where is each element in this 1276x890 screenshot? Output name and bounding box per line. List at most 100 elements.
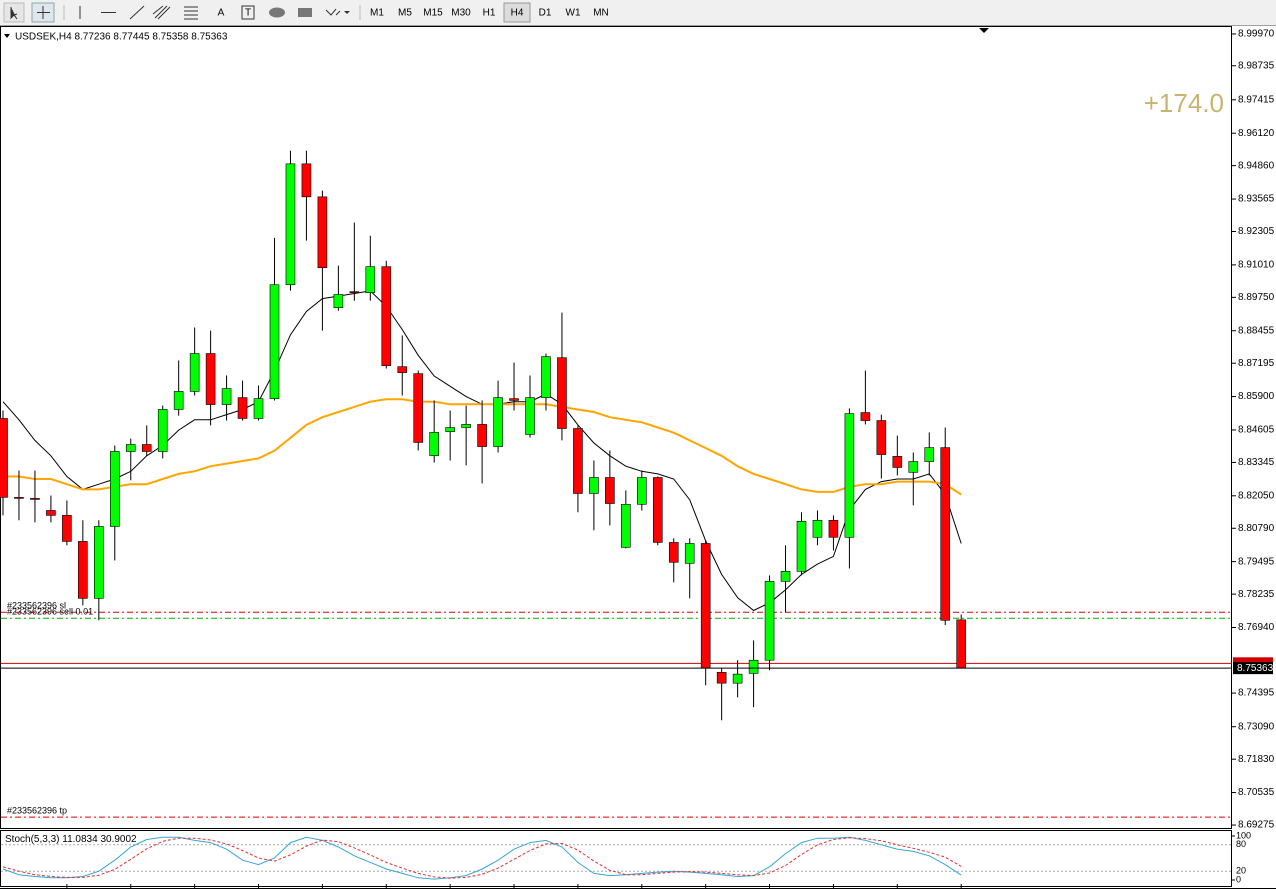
y-tick-label: 8.78235: [1238, 589, 1275, 600]
arrows-tool[interactable]: [325, 8, 341, 16]
rectangle-tool[interactable]: [298, 8, 312, 17]
candle-body: [397, 366, 408, 373]
symbol-dropdown[interactable]: [4, 34, 10, 38]
channel-tool[interactable]: [152, 5, 171, 20]
candle-body: [141, 444, 152, 452]
timeframe-label[interactable]: D1: [539, 8, 552, 19]
candle-body: [605, 477, 615, 504]
candle-body: [157, 409, 168, 452]
candle-body: [349, 291, 360, 294]
indicator-signal: 30.9002: [100, 834, 137, 845]
y-tick-label: 8.70535: [1238, 787, 1275, 798]
low-price: 8.75358: [152, 31, 189, 42]
candle-body: [429, 432, 439, 456]
y-tick-label: 8.71830: [1238, 754, 1275, 765]
candle-body: [301, 163, 312, 198]
candle-body: [652, 477, 663, 543]
candle-body: [796, 521, 807, 572]
indicator-frame: [0, 830, 1232, 887]
candle-body: [205, 353, 216, 405]
y-tick-label: 8.74395: [1238, 688, 1275, 699]
y-tick-label: 8.76940: [1238, 622, 1275, 633]
symbol: USDSEK,H4: [15, 31, 72, 42]
crosshair-icon: [37, 6, 50, 19]
current-price-box: [1233, 662, 1273, 675]
chart-shift-marker[interactable]: [979, 28, 989, 33]
candle-body: [940, 447, 951, 621]
timeframe-label[interactable]: H1: [483, 8, 496, 19]
label-tool[interactable]: [241, 5, 255, 20]
candle-body: [381, 266, 392, 366]
candle-body: [46, 510, 56, 516]
indicator-line: [2, 836, 962, 880]
open-price: 8.77236: [74, 31, 111, 42]
text-tool[interactable]: A: [218, 8, 225, 19]
price-chart-frame: [0, 26, 1232, 829]
candle-body: [333, 294, 344, 308]
cursor-icon: [10, 7, 18, 20]
timeframe-label[interactable]: H4: [511, 8, 524, 19]
candle-body: [589, 477, 599, 494]
candle-body: [748, 659, 759, 674]
timeframe-label[interactable]: M30: [451, 8, 471, 19]
y-tick-label: 8.83345: [1238, 457, 1275, 468]
indicator-tick-label: 20: [1236, 866, 1246, 876]
fibo-tool[interactable]: [184, 6, 198, 20]
candle-body: [14, 497, 24, 499]
y-tick-label: 8.88455: [1238, 325, 1275, 336]
order-level-label: #233562396 tp: [7, 806, 67, 816]
trendline-tool[interactable]: [129, 5, 145, 20]
cursor-tool[interactable]: [3, 2, 25, 23]
indicator-tick-label: 100: [1236, 830, 1251, 840]
profit-label: +174.0: [1144, 88, 1224, 118]
timeframe-label[interactable]: M1: [370, 8, 384, 19]
candle-body: [94, 526, 104, 599]
candle-body: [828, 519, 839, 538]
indicator-header: Stoch(5,3,3) 11.0834 30.9002: [5, 834, 137, 845]
y-tick-label: 8.84605: [1238, 425, 1275, 436]
indicator-tick-label: 0: [1236, 874, 1241, 884]
candle-body: [860, 412, 871, 421]
candle-body: [668, 542, 679, 563]
candle-body: [716, 672, 727, 684]
candle-body: [684, 543, 695, 564]
candle-body: [621, 504, 631, 548]
candle-body: [892, 456, 903, 468]
y-tick-label: 8.82050: [1238, 490, 1275, 501]
y-tick-label: 8.87195: [1238, 358, 1275, 369]
y-tick-label: 8.92305: [1238, 226, 1275, 237]
candle-body: [700, 543, 711, 669]
indicator-name: Stoch(5,3,3): [5, 834, 59, 845]
y-tick-label: 8.93565: [1238, 194, 1275, 205]
candle-body: [636, 477, 647, 505]
timeframe-label[interactable]: M15: [423, 8, 443, 19]
candle-body: [541, 356, 551, 398]
y-tick-label: 8.94860: [1238, 160, 1275, 171]
timeframe-label[interactable]: MN: [593, 8, 609, 19]
dropdown-arrow[interactable]: [344, 11, 350, 14]
candle-body: [908, 461, 919, 473]
timeframe-label[interactable]: M5: [398, 8, 412, 19]
timeframe-button[interactable]: [503, 2, 531, 23]
y-tick-label: 8.91010: [1238, 260, 1275, 271]
candle-body: [125, 444, 136, 452]
order-level-label: #233562396 sl: [7, 601, 66, 611]
candle-body: [493, 397, 503, 447]
y-tick-label: 8.89750: [1238, 292, 1275, 303]
candle-body: [269, 284, 280, 399]
y-tick-label: 8.79495: [1238, 556, 1275, 567]
candle-body: [764, 581, 775, 661]
candle-body: [956, 619, 967, 669]
candle-body: [221, 388, 232, 405]
candle-body: [62, 515, 72, 542]
drawing-tools: A T: [3, 2, 361, 23]
timeframe-label[interactable]: W1: [566, 8, 581, 19]
candle-body: [924, 447, 935, 462]
candle-body: [525, 397, 535, 435]
ellipse-tool[interactable]: [269, 7, 285, 18]
candle-body: [732, 673, 743, 684]
order-level-label: #233562396 sell 0.01: [7, 607, 93, 617]
y-tick-label: 8.96120: [1238, 128, 1275, 139]
